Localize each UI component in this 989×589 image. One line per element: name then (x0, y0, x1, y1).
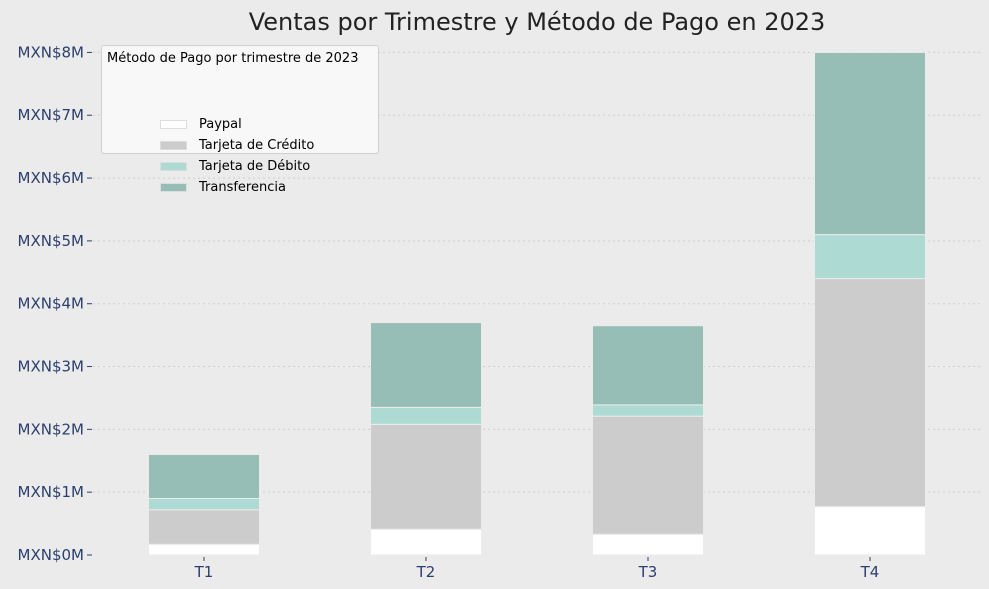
bars (148, 51, 926, 556)
legend-label-credito: Tarjeta de Crédito (199, 137, 315, 153)
bar-segment-t2-0 (370, 528, 482, 556)
legend-label-paypal: Paypal (199, 116, 242, 132)
bar-segment-t3-0 (592, 533, 704, 556)
y-tick-label: MXN$8M (18, 43, 84, 61)
bar-segment-t1-0 (148, 543, 260, 556)
y-tick-label: MXN$3M (18, 358, 84, 376)
legend-swatch-credito (160, 140, 187, 150)
y-tick-label: MXN$0M (18, 546, 84, 564)
legend-swatch-transferencia (160, 182, 187, 192)
x-tick-label: T4 (860, 563, 880, 581)
y-tick-label: MXN$4M (18, 295, 84, 313)
legend-item-credito: Tarjeta de Crédito (160, 135, 314, 155)
bar-segment-t4-1 (814, 278, 926, 508)
x-axis: T1 T2 T3 T4 (194, 557, 880, 581)
bar-segment-t2-1 (370, 423, 482, 530)
x-tick-label: T1 (194, 563, 214, 581)
bar-segment-t4-2 (814, 234, 926, 280)
bar-segment-t3-1 (592, 415, 704, 535)
y-tick-label: MXN$6M (18, 169, 84, 187)
legend-title: Método de Pago por trimestre de 2023 (107, 51, 359, 66)
y-tick-label: MXN$2M (18, 420, 84, 438)
bar-segment-t4-0 (814, 506, 926, 556)
y-tick-label: MXN$5M (18, 232, 84, 250)
legend-label-transferencia: Transferencia (199, 179, 286, 195)
legend-swatch-paypal (160, 119, 187, 129)
chart-title: Ventas por Trimestre y Método de Pago en… (249, 8, 826, 36)
legend: Método de Pago por trimestre de 2023 Pay… (101, 45, 379, 195)
legend-item-paypal: Paypal (160, 114, 242, 134)
bar-segment-t2-3 (370, 322, 482, 408)
bar-segment-t1-1 (148, 509, 260, 545)
bar-segment-t3-2 (592, 404, 704, 417)
legend-swatch-debito (160, 161, 187, 171)
bar-segment-t4-3 (814, 51, 926, 236)
bar-segment-t2-2 (370, 406, 482, 425)
bar-segment-t1-2 (148, 497, 260, 511)
y-tick-label: MXN$1M (18, 483, 84, 501)
y-tick-label: MXN$7M (18, 106, 84, 124)
bar-segment-t3-3 (592, 325, 704, 406)
legend-item-debito: Tarjeta de Débito (160, 156, 310, 176)
x-tick-label: T3 (638, 563, 658, 581)
bar-segment-t1-3 (148, 453, 260, 499)
x-tick-label: T2 (416, 563, 436, 581)
y-axis: MXN$0M MXN$1M MXN$2M MXN$3M MXN$4M MXN$5M MXN$… (18, 43, 92, 564)
legend-item-transferencia: Transferencia (160, 177, 286, 197)
legend-label-debito: Tarjeta de Débito (199, 158, 311, 174)
